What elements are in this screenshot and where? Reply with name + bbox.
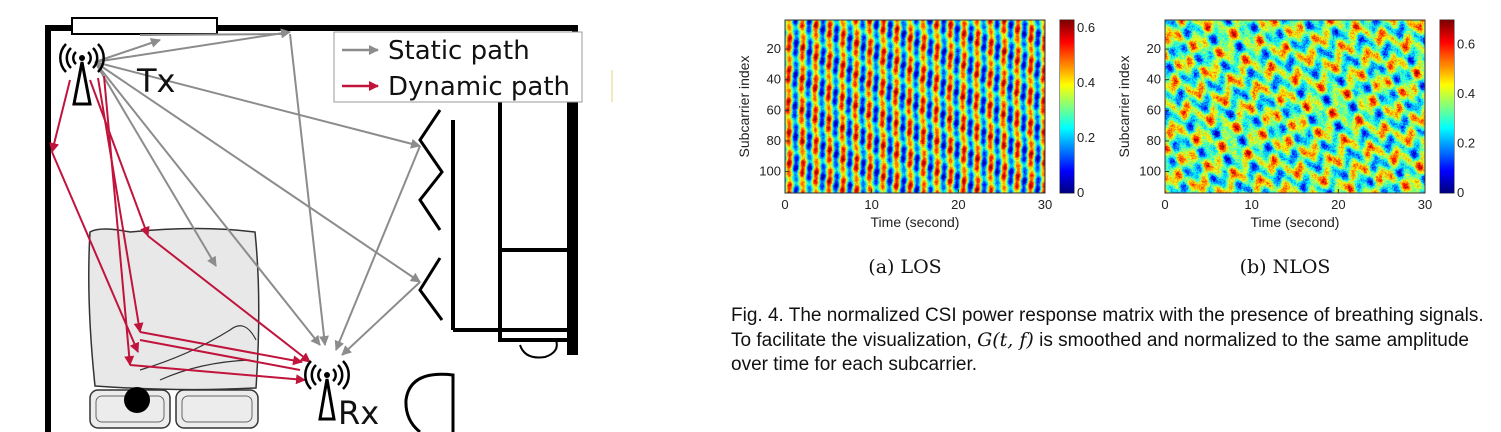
tx-label: Tx [136, 62, 175, 100]
zigzag-partition [418, 109, 444, 321]
colorbar-tick-label: 0.6 [1457, 37, 1475, 52]
x-axis-label: Time (second) [871, 214, 960, 230]
y-tick-label: 80 [1147, 133, 1161, 148]
legend: Static path Dynamic path [333, 31, 583, 103]
heatmap-nlos-axes: 0 10 20 30 20 40 60 80 100 Time (second) Subcarrie… [1116, 19, 1475, 230]
antenna-icon [59, 43, 105, 106]
y-tick-label: 20 [767, 41, 781, 56]
y-tick-label: 100 [1139, 164, 1161, 179]
y-tick-label: 40 [767, 72, 781, 87]
heatmap-nlos-canvas [1165, 20, 1425, 193]
x-tick-label: 30 [1038, 197, 1052, 212]
y-tick-label: 40 [1147, 72, 1161, 87]
y-tick-label: 60 [1147, 102, 1161, 117]
subcaption-nlos: (b) NLOS [1239, 256, 1331, 278]
y-axis-label: Subcarrier index [736, 56, 752, 158]
static-paths [94, 28, 421, 356]
heatmap-los-canvas [785, 20, 1045, 193]
caption-text-2: is smoothed and normalized to the same a… [731, 330, 1469, 375]
x-tick-label: 10 [1244, 197, 1258, 212]
x-tick-label: 0 [1161, 197, 1168, 212]
colorbar-tick-label: 0 [1077, 185, 1084, 200]
x-tick-label: 0 [781, 197, 788, 212]
colorbar-tick-label: 0.4 [1077, 75, 1095, 90]
caption-text-1: Fig. 4. The normalized CSI power respons… [731, 305, 1484, 351]
plot-frame [784, 19, 1046, 194]
x-tick-label: 20 [951, 197, 965, 212]
x-axis-label: Time (second) [1251, 214, 1340, 230]
legend-dynamic-label: Dynamic path [388, 72, 570, 102]
y-tick-label: 20 [1147, 41, 1161, 56]
heatmap-nlos: 0 10 20 30 20 40 60 80 100 Time (second) Subcarrie… [1115, 10, 1495, 250]
y-tick-label: 60 [767, 102, 781, 117]
x-tick-label: 10 [864, 197, 878, 212]
colorbar-tick-label: 0.6 [1077, 20, 1095, 35]
antenna-icon [304, 360, 350, 421]
person-head-icon [124, 387, 150, 413]
colorbar-tick-label: 0.4 [1457, 86, 1475, 101]
rx-label: Rx [338, 394, 379, 432]
y-axis-label: Subcarrier index [1116, 56, 1132, 158]
plot-frame [1164, 19, 1426, 194]
subcaption-los: (a) LOS [868, 256, 942, 278]
y-tick-label: 100 [759, 164, 781, 179]
room-diagram: Tx Rx Static path Dynamic path [45, 17, 613, 432]
heatmap-los-axes: 0 10 20 30 20 40 60 80 100 Time (second) Subcarrie… [736, 19, 1095, 230]
colorbar-tick-label: 0 [1457, 185, 1464, 200]
colorbar-nlos [1440, 20, 1454, 193]
legend-static-label: Static path [388, 36, 530, 66]
dynamic-paths [49, 75, 311, 385]
bed-icon [88, 227, 260, 429]
x-tick-label: 20 [1331, 197, 1345, 212]
window [71, 17, 218, 35]
x-tick-label: 30 [1418, 197, 1432, 212]
colorbar-tick-label: 0.2 [1457, 136, 1475, 151]
colorbar-tick-label: 0.2 [1077, 130, 1095, 145]
heatmap-los: 0 10 20 30 20 40 60 80 100 Time (second) Subcarrie… [735, 10, 1115, 250]
caption-math: G(t, f) [977, 329, 1034, 351]
y-tick-label: 80 [767, 133, 781, 148]
figure-caption: Fig. 4. The normalized CSI power respons… [731, 304, 1491, 377]
room-walls [45, 25, 578, 432]
colorbar-los [1060, 20, 1074, 193]
